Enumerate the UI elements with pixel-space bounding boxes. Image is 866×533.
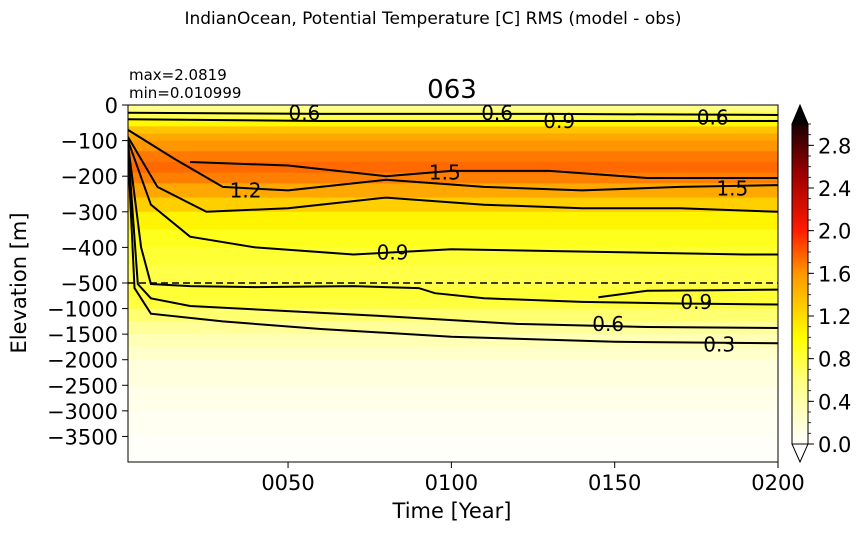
contour-label: 0.9 — [680, 290, 712, 314]
colorbar-ticks: 0.0 0.4 0.8 1.2 1.6 2.0 2.4 2.8 — [808, 123, 851, 457]
contour-label: 0.3 — [703, 332, 735, 356]
colorbar-extend-bottom — [791, 443, 809, 464]
contour-label: 0.9 — [377, 241, 409, 265]
contour-line — [128, 147, 778, 329]
contour-label: 1.2 — [230, 178, 262, 202]
stat-min: min=0.010999 — [129, 84, 241, 102]
contour-line — [128, 129, 778, 192]
colorbar-tick-label: 1.6 — [818, 262, 851, 286]
x-tick-label: 0050 — [261, 471, 314, 495]
heatmap-band — [128, 265, 778, 284]
heatmap-band — [128, 126, 778, 134]
heatmap-band — [128, 105, 778, 110]
heatmap-band — [128, 298, 778, 310]
contour-lines — [128, 111, 778, 345]
contour-label: 0.6 — [697, 105, 729, 129]
y-tick-label: −500 — [60, 272, 118, 296]
contour-line — [128, 111, 778, 116]
contour-label: 0.9 — [543, 109, 575, 133]
x-tick-label: 0200 — [751, 471, 804, 495]
colorbar-tick-label: 0.0 — [818, 433, 851, 457]
contour-line — [128, 144, 778, 306]
heatmap-band — [128, 410, 778, 437]
y-tick-label: −2500 — [47, 374, 118, 398]
y-tick-label: −400 — [60, 236, 118, 260]
heatmap-band — [128, 140, 778, 152]
heatmap-band — [128, 151, 778, 163]
colorbar-tick-label: 1.2 — [818, 305, 851, 329]
heatmap-band — [128, 119, 778, 127]
contour-labels: 0.6 0.6 0.9 0.6 1.2 1.5 1.5 0.9 0.9 0.6 0.3 — [230, 101, 748, 357]
heatmap-band — [128, 183, 778, 199]
contour-line — [190, 161, 778, 179]
chart-title: 063 — [427, 75, 477, 105]
x-tick-label: 0150 — [588, 471, 641, 495]
heatmap-band — [128, 133, 778, 142]
heatmap-band — [128, 211, 778, 231]
colorbar-gradient — [791, 123, 809, 445]
y-tick-label: 0 — [105, 94, 118, 118]
stat-max: max=2.0819 — [129, 66, 227, 84]
heatmap-field — [128, 105, 778, 462]
heatmap-band — [128, 108, 778, 113]
y-tick-label: −3000 — [47, 400, 118, 424]
y-axis-ticks: 0 −100 −200 −300 −400 −500−1000−1500−2000−250… — [47, 94, 128, 449]
suptitle: IndianOcean, Potential Temperature [C] R… — [184, 9, 681, 29]
x-axis-label: Time [Year] — [392, 499, 512, 523]
heatmap-band — [128, 321, 778, 335]
y-tick-label: −100 — [60, 130, 118, 154]
contour-line — [598, 288, 778, 299]
colorbar-tick-label: 0.4 — [818, 390, 851, 414]
heatmap-band — [128, 385, 778, 412]
contour-line — [128, 151, 778, 345]
contour-line — [128, 140, 778, 256]
colorbar: 0.0 0.4 0.8 1.2 1.6 2.0 2.4 2.8 — [791, 103, 851, 464]
colorbar-extend-top — [791, 103, 809, 125]
heatmap-band — [128, 334, 778, 348]
y-tick-label: −2000 — [47, 349, 118, 373]
contour-label: 0.6 — [481, 101, 513, 125]
y-tick-label: −3500 — [47, 425, 118, 449]
heatmap-band — [128, 346, 778, 361]
colorbar-tick-label: 2.4 — [818, 177, 851, 201]
colorbar-tick-label: 2.0 — [818, 220, 851, 244]
y-tick-label: −200 — [60, 165, 118, 189]
x-axis-ticks: 0050 0100 0150 0200 — [261, 462, 805, 495]
contour-label: 0.6 — [592, 312, 624, 336]
y-tick-label: −1500 — [47, 323, 118, 347]
contour-line — [128, 136, 778, 213]
heatmap-band — [128, 112, 778, 120]
contour-label: 1.5 — [429, 161, 461, 185]
colorbar-tick-label: 0.8 — [818, 348, 851, 372]
contour-label: 0.6 — [288, 101, 320, 125]
contour-line — [128, 118, 778, 122]
heatmap-band — [128, 229, 778, 248]
heatmap-band — [128, 359, 778, 386]
heatmap-band — [128, 172, 778, 184]
heatmap-band — [128, 288, 778, 299]
colorbar-tick-label: 2.8 — [818, 134, 851, 158]
heatmap-band — [128, 436, 778, 462]
contour-label: 1.5 — [716, 177, 748, 201]
heatmap-band — [128, 283, 778, 289]
y-tick-label: −300 — [60, 201, 118, 225]
y-axis-label: Elevation [m] — [7, 212, 31, 353]
heatmap-band — [128, 161, 778, 174]
y-tick-label: −1000 — [47, 298, 118, 322]
x-tick-label: 0100 — [425, 471, 478, 495]
